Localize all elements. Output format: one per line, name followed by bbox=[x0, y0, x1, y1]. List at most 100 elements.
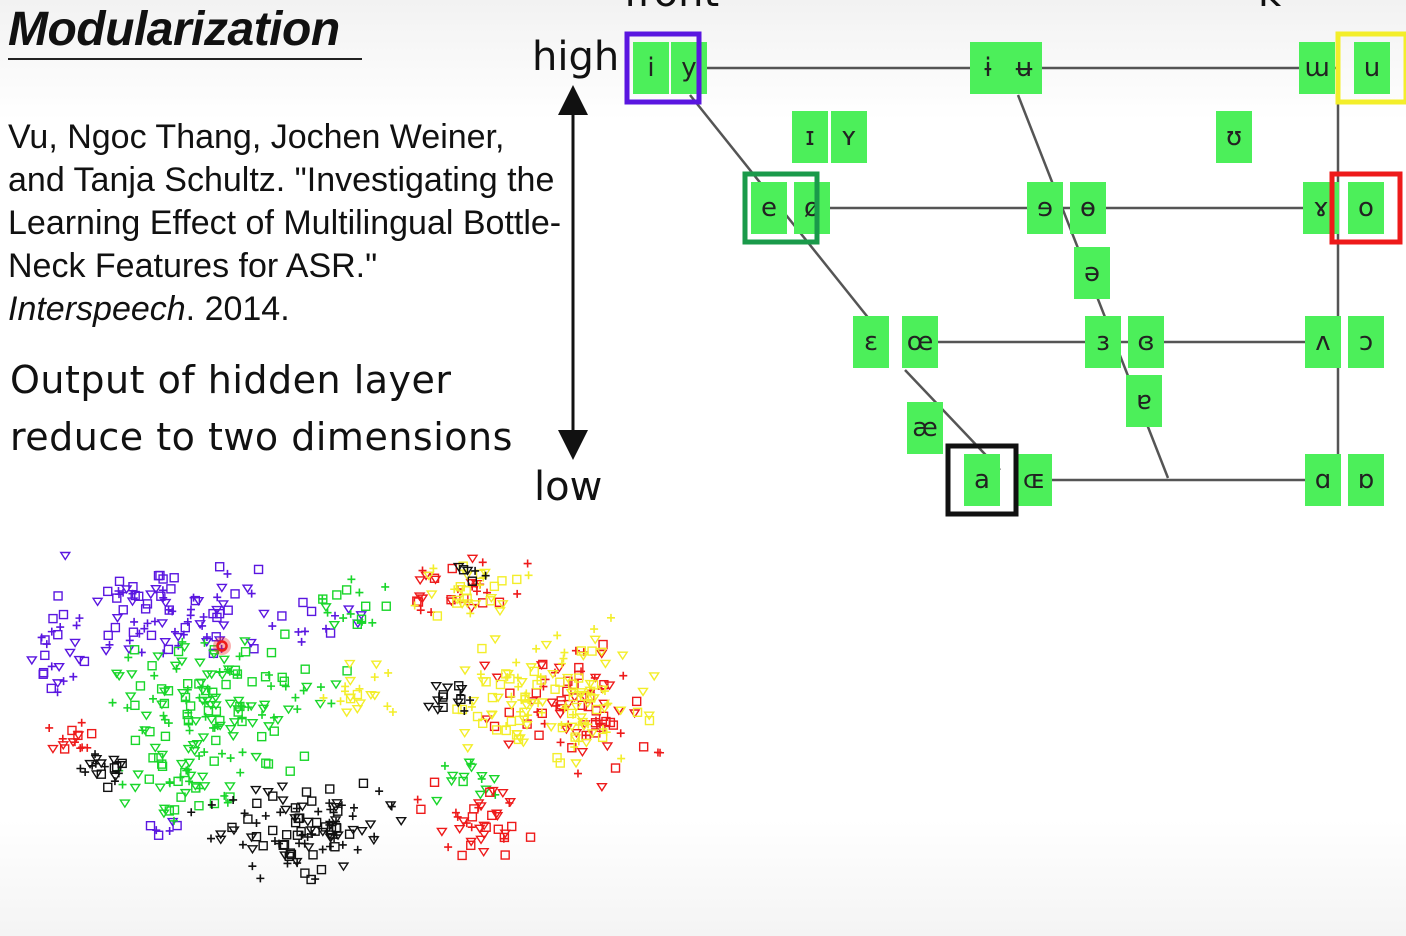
scatter-point bbox=[206, 834, 215, 843]
scatter-point bbox=[531, 688, 542, 698]
scatter-point bbox=[53, 591, 63, 601]
scatter-point bbox=[251, 831, 262, 842]
scatter-point bbox=[184, 771, 197, 781]
scatter-point bbox=[477, 643, 487, 654]
scatter-point bbox=[226, 754, 235, 763]
scatter-point bbox=[644, 715, 655, 726]
scatter-point bbox=[569, 734, 582, 744]
scatter-point bbox=[108, 755, 120, 765]
vowel-cell: ɯ bbox=[1299, 42, 1335, 94]
scatter-point bbox=[51, 679, 64, 689]
scatter-point bbox=[150, 617, 159, 626]
scatter-point bbox=[124, 692, 137, 702]
scatter-point bbox=[197, 733, 210, 743]
scatter-point bbox=[285, 848, 296, 858]
scatter-point bbox=[191, 783, 201, 793]
scatter-point bbox=[296, 826, 306, 837]
scatter-point bbox=[573, 769, 582, 778]
scatter-highlight-point bbox=[216, 640, 228, 652]
scatter-point bbox=[330, 803, 342, 813]
scatter-point bbox=[293, 859, 302, 868]
scatter-point bbox=[586, 693, 596, 703]
scatter-point bbox=[502, 669, 514, 679]
scatter-point bbox=[475, 581, 484, 590]
scatter-point bbox=[562, 686, 572, 697]
scatter-point bbox=[237, 716, 247, 727]
vowel-symbol: ɛ bbox=[864, 327, 878, 357]
scatter-point bbox=[118, 780, 127, 789]
scatter-point bbox=[201, 685, 211, 696]
scatter-point bbox=[465, 763, 478, 773]
scatter-point bbox=[588, 680, 599, 690]
scatter-point bbox=[480, 785, 492, 795]
scatter-point bbox=[248, 862, 257, 871]
scatter-point bbox=[156, 700, 168, 710]
scatter-point bbox=[229, 795, 238, 804]
scatter-point bbox=[67, 725, 77, 736]
scatter-point bbox=[656, 748, 665, 757]
scatter-point bbox=[268, 825, 278, 836]
scatter-point bbox=[492, 693, 504, 703]
scatter-point bbox=[47, 662, 56, 671]
scatter-point bbox=[159, 638, 172, 648]
scatter-point bbox=[211, 605, 223, 615]
scatter-point bbox=[573, 673, 584, 683]
scatter-point bbox=[189, 781, 202, 791]
vowel-cell: o bbox=[1348, 182, 1384, 234]
scatter-point bbox=[494, 607, 506, 617]
scatter-point bbox=[504, 798, 517, 808]
scatter-point bbox=[252, 819, 261, 828]
scatter-point bbox=[185, 726, 194, 735]
scatter-point bbox=[118, 605, 128, 615]
scatter-point bbox=[294, 627, 303, 636]
vowel-symbol: ɔ bbox=[1359, 327, 1373, 357]
scatter-point bbox=[200, 638, 209, 647]
scatter-point bbox=[637, 687, 649, 697]
scatter-point bbox=[485, 710, 498, 720]
scatter-point bbox=[270, 837, 279, 846]
scatter-point bbox=[217, 749, 226, 758]
scatter-point bbox=[438, 702, 448, 713]
scatter-point bbox=[140, 604, 151, 614]
scatter-point bbox=[324, 833, 337, 843]
vowel-cell: ɘ bbox=[1027, 182, 1063, 234]
scatter-point bbox=[183, 758, 196, 768]
scatter-point bbox=[536, 698, 549, 708]
scatter-point bbox=[561, 673, 574, 683]
scatter-point bbox=[140, 711, 153, 721]
scatter-point bbox=[341, 585, 352, 595]
scatter-point bbox=[224, 782, 236, 792]
scatter-point bbox=[240, 647, 251, 657]
scatter-point bbox=[455, 585, 467, 595]
scatter-point bbox=[472, 799, 485, 809]
scatter-point bbox=[487, 786, 499, 796]
scatter-point bbox=[441, 683, 454, 693]
scatter-point bbox=[410, 601, 419, 610]
scatter-point bbox=[384, 668, 393, 677]
scatter-point bbox=[230, 665, 241, 675]
scatter-point bbox=[591, 716, 600, 725]
title-underline bbox=[8, 58, 362, 60]
vowel-cell: e bbox=[751, 182, 787, 234]
scatter-point bbox=[299, 751, 310, 761]
scatter-point bbox=[365, 691, 377, 700]
scatter-point bbox=[566, 708, 577, 719]
scatter-point bbox=[247, 677, 257, 687]
scatter-point bbox=[559, 654, 568, 663]
scatter-point bbox=[53, 629, 63, 640]
vowel-cell: œ bbox=[902, 316, 938, 368]
scatter-point bbox=[555, 758, 565, 768]
scatter-point bbox=[476, 670, 485, 679]
scatter-point bbox=[300, 868, 310, 878]
scatter-point bbox=[149, 694, 158, 703]
scatter-point bbox=[476, 772, 488, 782]
scatter-point bbox=[547, 669, 559, 679]
scatter-point bbox=[158, 804, 171, 814]
vowel-symbol: e bbox=[761, 193, 777, 223]
scatter-point bbox=[129, 783, 142, 793]
scatter-point bbox=[370, 673, 379, 682]
scatter-point bbox=[130, 735, 141, 746]
front-label-cut: front bbox=[624, 0, 719, 16]
scatter-point bbox=[169, 573, 179, 583]
scatter-point bbox=[340, 708, 353, 718]
